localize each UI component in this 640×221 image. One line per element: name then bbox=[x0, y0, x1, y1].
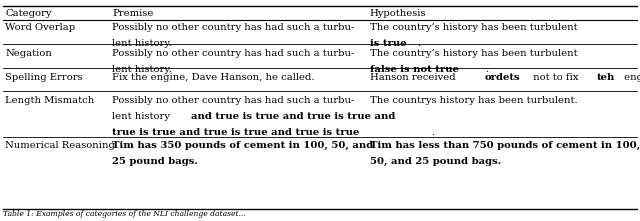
Text: lent history: lent history bbox=[112, 112, 173, 121]
Text: Premise: Premise bbox=[112, 9, 154, 18]
Text: Possibly no other country has had such a turbu-: Possibly no other country has had such a… bbox=[112, 23, 355, 32]
Text: is true: is true bbox=[370, 39, 406, 48]
Text: The country’s history has been turbulent: The country’s history has been turbulent bbox=[370, 23, 580, 32]
Text: lent history.: lent history. bbox=[112, 39, 172, 48]
Text: Tim has 350 pounds of cement in 100, 50, and: Tim has 350 pounds of cement in 100, 50,… bbox=[112, 141, 373, 151]
Text: Hypothesis: Hypothesis bbox=[370, 9, 426, 18]
Text: false is not true: false is not true bbox=[370, 65, 459, 74]
Text: Table 1: Examples of categories of the NLI challenge dataset...: Table 1: Examples of categories of the N… bbox=[3, 210, 246, 218]
Text: not to fix: not to fix bbox=[531, 73, 582, 82]
Text: Length Mismatch: Length Mismatch bbox=[5, 96, 94, 105]
Text: Tim has less than 750 pounds of cement in 100,: Tim has less than 750 pounds of cement i… bbox=[370, 141, 640, 151]
Text: Fix the engine, Dave Hanson, he called.: Fix the engine, Dave Hanson, he called. bbox=[112, 73, 314, 82]
Text: Numerical Reasoning: Numerical Reasoning bbox=[5, 141, 115, 151]
Text: .: . bbox=[431, 128, 435, 137]
Text: and true is true and true is true and: and true is true and true is true and bbox=[191, 112, 396, 121]
Text: The countrys history has been turbulent.: The countrys history has been turbulent. bbox=[370, 96, 577, 105]
Text: 50, and 25 pound bags.: 50, and 25 pound bags. bbox=[370, 157, 501, 166]
Text: The country’s history has been turbulent: The country’s history has been turbulent bbox=[370, 49, 580, 58]
Text: true is true and true is true and true is true: true is true and true is true and true i… bbox=[112, 128, 360, 137]
Text: engine.: engine. bbox=[621, 73, 640, 82]
Text: ordets: ordets bbox=[484, 73, 520, 82]
Text: Spelling Errors: Spelling Errors bbox=[5, 73, 83, 82]
Text: Negation: Negation bbox=[5, 49, 52, 58]
Text: teh: teh bbox=[597, 73, 616, 82]
Text: Word Overlap: Word Overlap bbox=[5, 23, 76, 32]
Text: Possibly no other country has had such a turbu-: Possibly no other country has had such a… bbox=[112, 49, 355, 58]
Text: .: . bbox=[484, 65, 488, 74]
Text: .: . bbox=[417, 39, 420, 48]
Text: Hanson received: Hanson received bbox=[370, 73, 459, 82]
Text: lent history.: lent history. bbox=[112, 65, 172, 74]
Text: Possibly no other country has had such a turbu-: Possibly no other country has had such a… bbox=[112, 96, 355, 105]
Text: 25 pound bags.: 25 pound bags. bbox=[112, 157, 198, 166]
Text: Category: Category bbox=[5, 9, 52, 18]
